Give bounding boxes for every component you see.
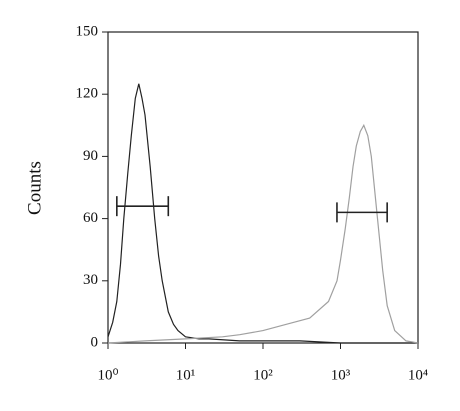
x-tick-label: 10³ (331, 367, 351, 383)
y-axis-label: Counts (24, 161, 45, 215)
histogram-line (107, 123, 419, 344)
y-tick-label: 150 (76, 23, 99, 39)
y-tick-label: 90 (83, 148, 98, 164)
plot-frame (107, 31, 419, 344)
y-tick-label: 0 (91, 334, 99, 350)
x-tick-label: 10¹ (176, 367, 196, 383)
x-tick-label: 10⁰ (97, 367, 118, 383)
x-tick-label: 10⁴ (408, 367, 428, 383)
y-tick-label: 60 (83, 210, 98, 226)
y-tick-label: 120 (76, 86, 99, 102)
y-tick-label: 30 (83, 272, 98, 288)
histogram-line (107, 83, 418, 344)
x-tick-label: 10² (253, 367, 273, 383)
